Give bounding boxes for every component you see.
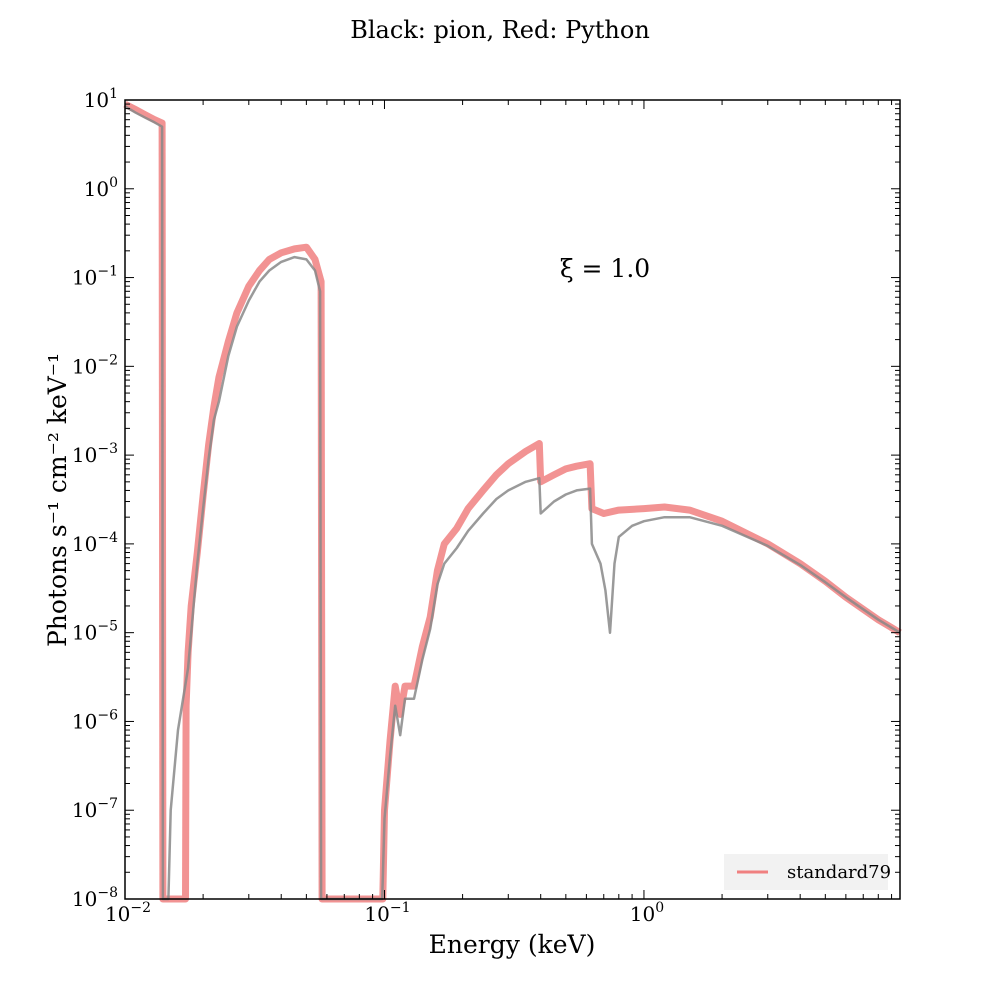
x-tick-label: 100 [630,900,664,926]
series-layer [123,100,902,903]
y-tick-label: 10−7 [72,796,118,822]
x-tick-label: 10−2 [105,900,151,926]
chart-title: Black: pion, Red: Python [350,16,650,44]
legend-label: standard79 [787,862,891,883]
x-tick-label: 10−1 [364,900,410,926]
series-line-standard79 [123,100,902,903]
tick-labels-layer: 10−2 10−1 100 101 100 10−1 10−2 10−3 10−4 10−5 10−… [72,86,664,926]
y-tick-label: 10−6 [72,707,118,733]
ticks-layer [124,99,900,900]
xi-annotation: ξ = 1.0 [560,254,650,283]
y-tick-label: 101 [84,86,118,112]
y-tick-label: 10−8 [72,885,118,911]
y-tick-label: 10−5 [72,619,118,645]
y-tick-label: 10−4 [72,530,118,556]
y-tick-label: 10−2 [72,352,118,378]
y-axis-label: Photons s⁻¹ cm⁻² keV⁻¹ [43,353,72,647]
y-tick-label: 100 [84,175,118,201]
x-axis-label: Energy (keV) [429,930,596,959]
y-tick-label: 10−1 [72,264,118,290]
legend: standard79 [724,854,891,890]
y-tick-label: 10−3 [72,441,118,467]
plot-frame [124,99,901,900]
series-line-pion [124,105,901,901]
